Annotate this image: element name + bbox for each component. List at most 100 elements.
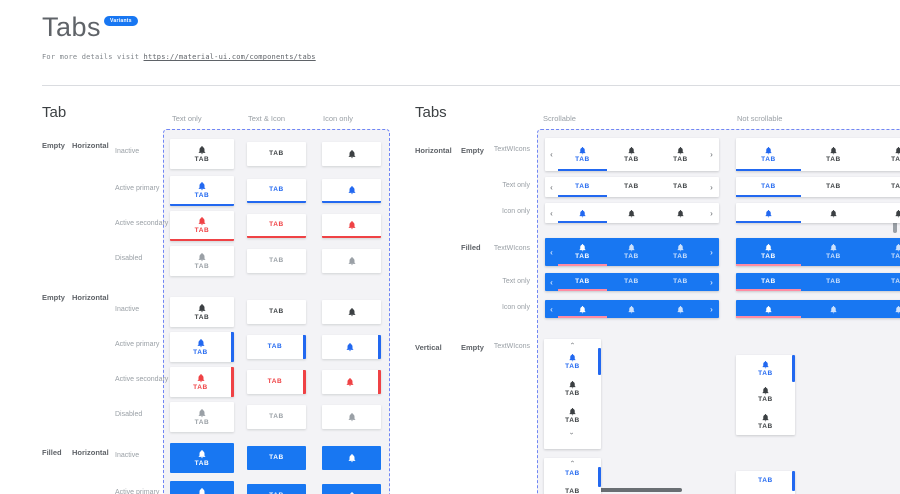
docs-link[interactable]: https://material-ui.com/components/tabs <box>143 53 316 61</box>
tab[interactable]: TAB <box>656 177 705 197</box>
chevron-left-icon[interactable]: ‹ <box>550 304 553 314</box>
chevron-right-icon[interactable]: › <box>710 182 713 192</box>
tab[interactable]: TAB <box>656 238 705 266</box>
tab[interactable]: TAB <box>558 138 607 171</box>
chevron-left-icon[interactable]: ‹ <box>550 150 553 159</box>
tab-cell[interactable] <box>322 335 381 359</box>
tab-cell[interactable]: TAB <box>170 211 234 241</box>
chevron-left-icon[interactable]: ‹ <box>550 247 553 257</box>
tab-cell[interactable]: TAB <box>247 300 306 324</box>
tab[interactable]: TAB <box>736 138 801 171</box>
tab[interactable]: TAB <box>544 466 601 483</box>
tab-cell[interactable] <box>322 405 381 429</box>
tab[interactable] <box>801 203 866 223</box>
tab[interactable]: TAB <box>801 138 866 171</box>
tab[interactable]: TAB <box>801 238 866 266</box>
tab[interactable]: TAB <box>866 238 900 266</box>
column-header-scrollable: Scrollable <box>543 114 576 123</box>
bell-icon <box>762 413 769 422</box>
tab[interactable]: TAB <box>558 273 607 291</box>
tab[interactable]: TAB <box>866 177 900 197</box>
tab-cell[interactable]: TAB <box>247 249 306 273</box>
tab-label: TAB <box>269 220 284 228</box>
tab-cell[interactable]: TAB <box>247 179 306 203</box>
tab-cell[interactable] <box>322 300 381 324</box>
tab[interactable] <box>736 300 801 318</box>
tab[interactable]: TAB <box>558 177 607 197</box>
tab[interactable] <box>558 300 607 318</box>
tab-cell[interactable]: TAB <box>247 214 306 238</box>
tab-cell[interactable]: TAB <box>247 370 306 394</box>
tab[interactable] <box>656 203 705 223</box>
tab[interactable]: TAB <box>544 348 601 375</box>
bell-icon <box>628 209 635 217</box>
tab[interactable]: TAB <box>736 408 795 435</box>
chevron-right-icon[interactable]: › <box>710 304 713 314</box>
chevron-up-icon[interactable]: ‹ <box>569 342 576 345</box>
tab-cell[interactable] <box>322 484 381 494</box>
tab[interactable]: TAB <box>866 273 900 291</box>
tab-cell[interactable]: TAB <box>247 142 306 166</box>
chevron-right-icon[interactable]: › <box>710 208 713 218</box>
tab[interactable]: TAB <box>607 273 656 291</box>
tab-cell[interactable]: TAB <box>247 335 306 359</box>
chevron-left-icon[interactable]: ‹ <box>550 182 553 192</box>
tab[interactable] <box>607 203 656 223</box>
chevron-left-icon[interactable]: ‹ <box>550 208 553 218</box>
tab-cell[interactable]: TAB <box>170 481 234 494</box>
tab[interactable]: TAB <box>866 138 900 171</box>
chevron-down-icon[interactable]: ‹ <box>569 432 576 435</box>
tab-cell[interactable]: TAB <box>170 367 234 397</box>
tab[interactable]: TAB <box>544 375 601 402</box>
tab-cell[interactable]: TAB <box>247 446 306 470</box>
tab[interactable]: TAB <box>736 273 801 291</box>
tab-cell[interactable] <box>322 249 381 273</box>
tab[interactable] <box>656 300 705 318</box>
fill-label: Filled <box>461 243 481 252</box>
tab[interactable]: TAB <box>736 471 795 491</box>
tab[interactable]: TAB <box>736 382 795 409</box>
tab-cell[interactable] <box>322 446 381 470</box>
tab[interactable]: TAB <box>607 138 656 171</box>
tab-cell[interactable]: TAB <box>170 246 234 276</box>
tab[interactable]: TAB <box>558 238 607 266</box>
tab[interactable] <box>607 300 656 318</box>
tab-cell[interactable] <box>322 214 381 238</box>
chevron-left-icon[interactable]: ‹ <box>550 277 553 287</box>
tab-cell[interactable] <box>322 179 381 203</box>
tab[interactable]: TAB <box>736 238 801 266</box>
tab[interactable]: TAB <box>656 273 705 291</box>
chevron-up-icon[interactable]: ‹ <box>569 460 576 464</box>
chevron-right-icon[interactable]: › <box>710 247 713 257</box>
tab[interactable]: TAB <box>801 273 866 291</box>
chevron-right-icon[interactable]: › <box>710 277 713 287</box>
tab-cell[interactable] <box>322 142 381 166</box>
tab[interactable] <box>558 203 607 223</box>
tab[interactable]: TAB <box>736 177 801 197</box>
tab[interactable]: TAB <box>656 138 705 171</box>
horizontal-scrollbar[interactable] <box>580 488 682 492</box>
tab[interactable] <box>866 300 900 318</box>
tab-cell[interactable]: TAB <box>170 332 234 362</box>
tab-cell[interactable]: TAB <box>170 297 234 327</box>
tab-cell[interactable]: TAB <box>170 176 234 206</box>
tab[interactable]: TAB <box>801 177 866 197</box>
tab[interactable] <box>736 203 801 223</box>
tab[interactable]: TAB <box>607 177 656 197</box>
tab-cell[interactable] <box>322 370 381 394</box>
tab-cell[interactable]: TAB <box>170 402 234 432</box>
tab[interactable]: TAB <box>607 238 656 266</box>
tab[interactable]: TAB <box>736 355 795 382</box>
tab-cell[interactable]: TAB <box>247 484 306 494</box>
state-label: Disabled <box>115 255 143 262</box>
tab[interactable] <box>801 300 866 318</box>
chevron-right-icon[interactable]: › <box>710 150 713 159</box>
bell-icon <box>579 209 586 217</box>
tab-cell[interactable]: TAB <box>170 139 234 169</box>
tab[interactable]: TAB <box>544 483 601 494</box>
tab[interactable] <box>866 203 900 223</box>
tab[interactable]: TAB <box>544 402 601 429</box>
tab-cell[interactable]: TAB <box>247 405 306 429</box>
tab-cell[interactable]: TAB <box>170 443 234 473</box>
